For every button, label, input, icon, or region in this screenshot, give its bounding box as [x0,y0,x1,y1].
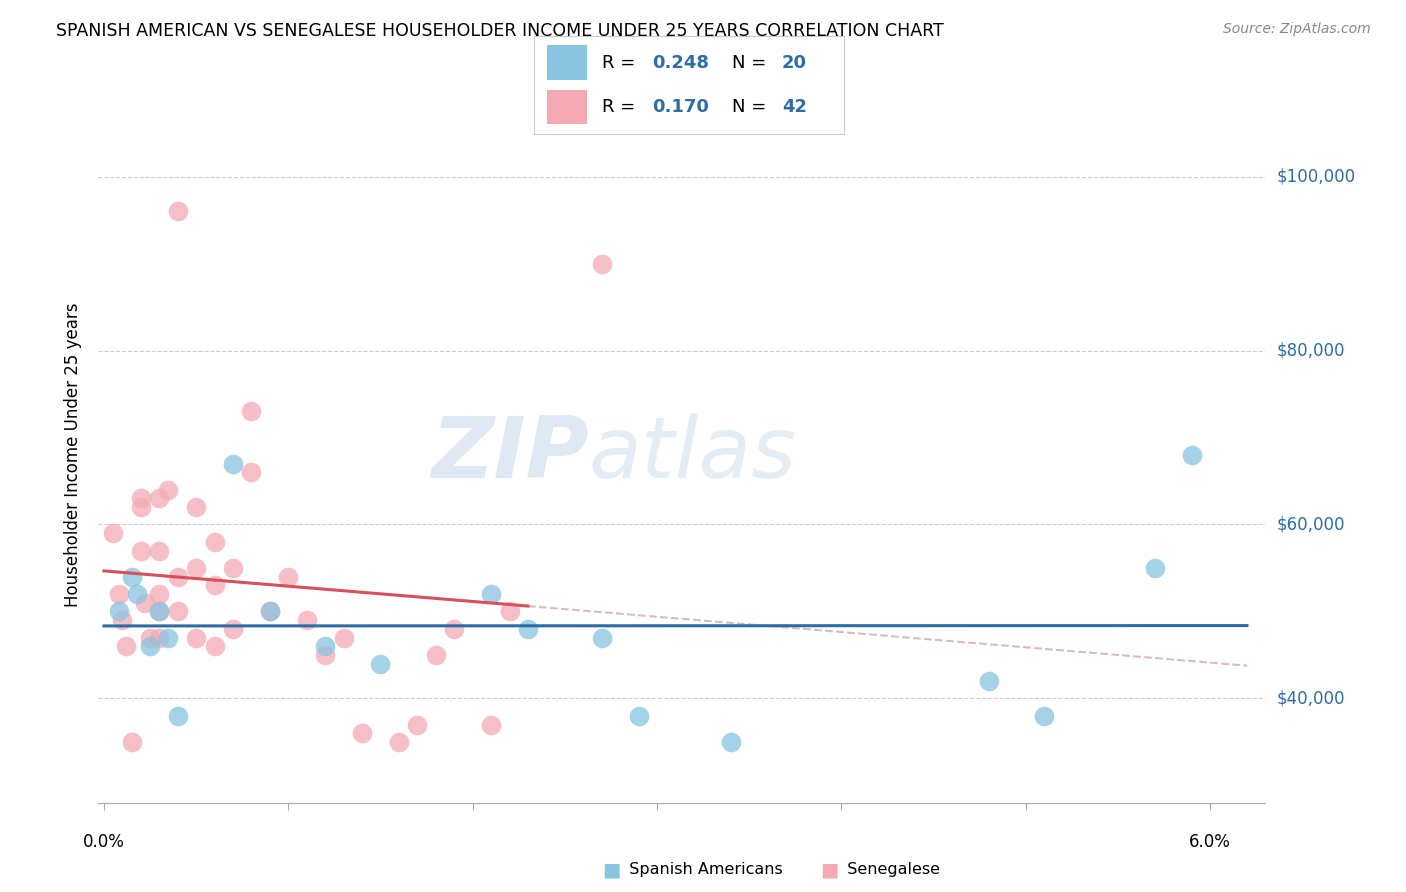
Point [1033,708,1056,723]
Point [111,613,134,627]
Text: 20: 20 [782,54,807,71]
Point [314,648,336,662]
Point [1181,448,1204,462]
Point [295,613,318,627]
Point [314,639,336,653]
Point [166,708,188,723]
Point [204,578,226,592]
Point [184,631,207,645]
Point [166,605,188,619]
Point [127,587,149,601]
Point [222,561,245,575]
Point [240,404,263,418]
Text: 42: 42 [782,98,807,116]
Point [139,631,162,645]
Text: N =: N = [733,54,772,71]
Text: ZIP: ZIP [430,413,589,497]
Point [157,631,180,645]
Text: Senegalese: Senegalese [837,863,939,877]
Point [1143,561,1166,575]
Text: N =: N = [733,98,772,116]
Text: Source: ZipAtlas.com: Source: ZipAtlas.com [1223,22,1371,37]
Point [148,631,170,645]
Text: 6.0%: 6.0% [1189,833,1232,851]
Text: 0.0%: 0.0% [83,833,125,851]
Point [129,491,152,506]
Text: ■: ■ [602,860,621,880]
Point [406,717,429,731]
Point [121,735,143,749]
Point [443,622,465,636]
Bar [547,90,586,124]
Point [222,622,245,636]
Text: R =: R = [602,54,641,71]
Point [222,457,245,471]
Text: 0.170: 0.170 [652,98,709,116]
Point [148,491,170,506]
Point [107,605,129,619]
Y-axis label: Householder Income Under 25 years: Householder Income Under 25 years [65,302,83,607]
Point [204,535,226,549]
Point [115,639,138,653]
Point [352,726,374,740]
Point [134,596,156,610]
Point [277,570,299,584]
Point [184,500,207,515]
Point [977,674,1000,689]
Point [425,648,447,662]
Text: $100,000: $100,000 [1277,168,1355,186]
Text: atlas: atlas [589,413,797,497]
Point [479,717,502,731]
Point [259,605,281,619]
Text: $40,000: $40,000 [1277,690,1346,707]
Point [148,605,170,619]
Point [498,605,520,619]
Bar [547,45,586,80]
Point [107,587,129,601]
Point [121,570,143,584]
Point [129,543,152,558]
Point [166,570,188,584]
Point [591,631,613,645]
Point [184,561,207,575]
Point [166,204,188,219]
Point [259,605,281,619]
Text: R =: R = [602,98,641,116]
Point [720,735,742,749]
Point [204,639,226,653]
Point [479,587,502,601]
Point [627,708,650,723]
Point [370,657,392,671]
Text: $80,000: $80,000 [1277,342,1346,359]
Point [101,526,124,541]
Point [157,483,180,497]
Point [129,500,152,515]
Point [139,639,162,653]
Text: $60,000: $60,000 [1277,516,1346,533]
Text: SPANISH AMERICAN VS SENEGALESE HOUSEHOLDER INCOME UNDER 25 YEARS CORRELATION CHA: SPANISH AMERICAN VS SENEGALESE HOUSEHOLD… [56,22,943,40]
Text: 0.248: 0.248 [652,54,709,71]
Point [148,543,170,558]
Point [332,631,354,645]
Point [148,587,170,601]
Point [240,466,263,480]
Text: Spanish Americans: Spanish Americans [619,863,782,877]
Point [148,605,170,619]
Point [388,735,411,749]
Point [517,622,540,636]
Text: ■: ■ [820,860,839,880]
Point [591,257,613,271]
